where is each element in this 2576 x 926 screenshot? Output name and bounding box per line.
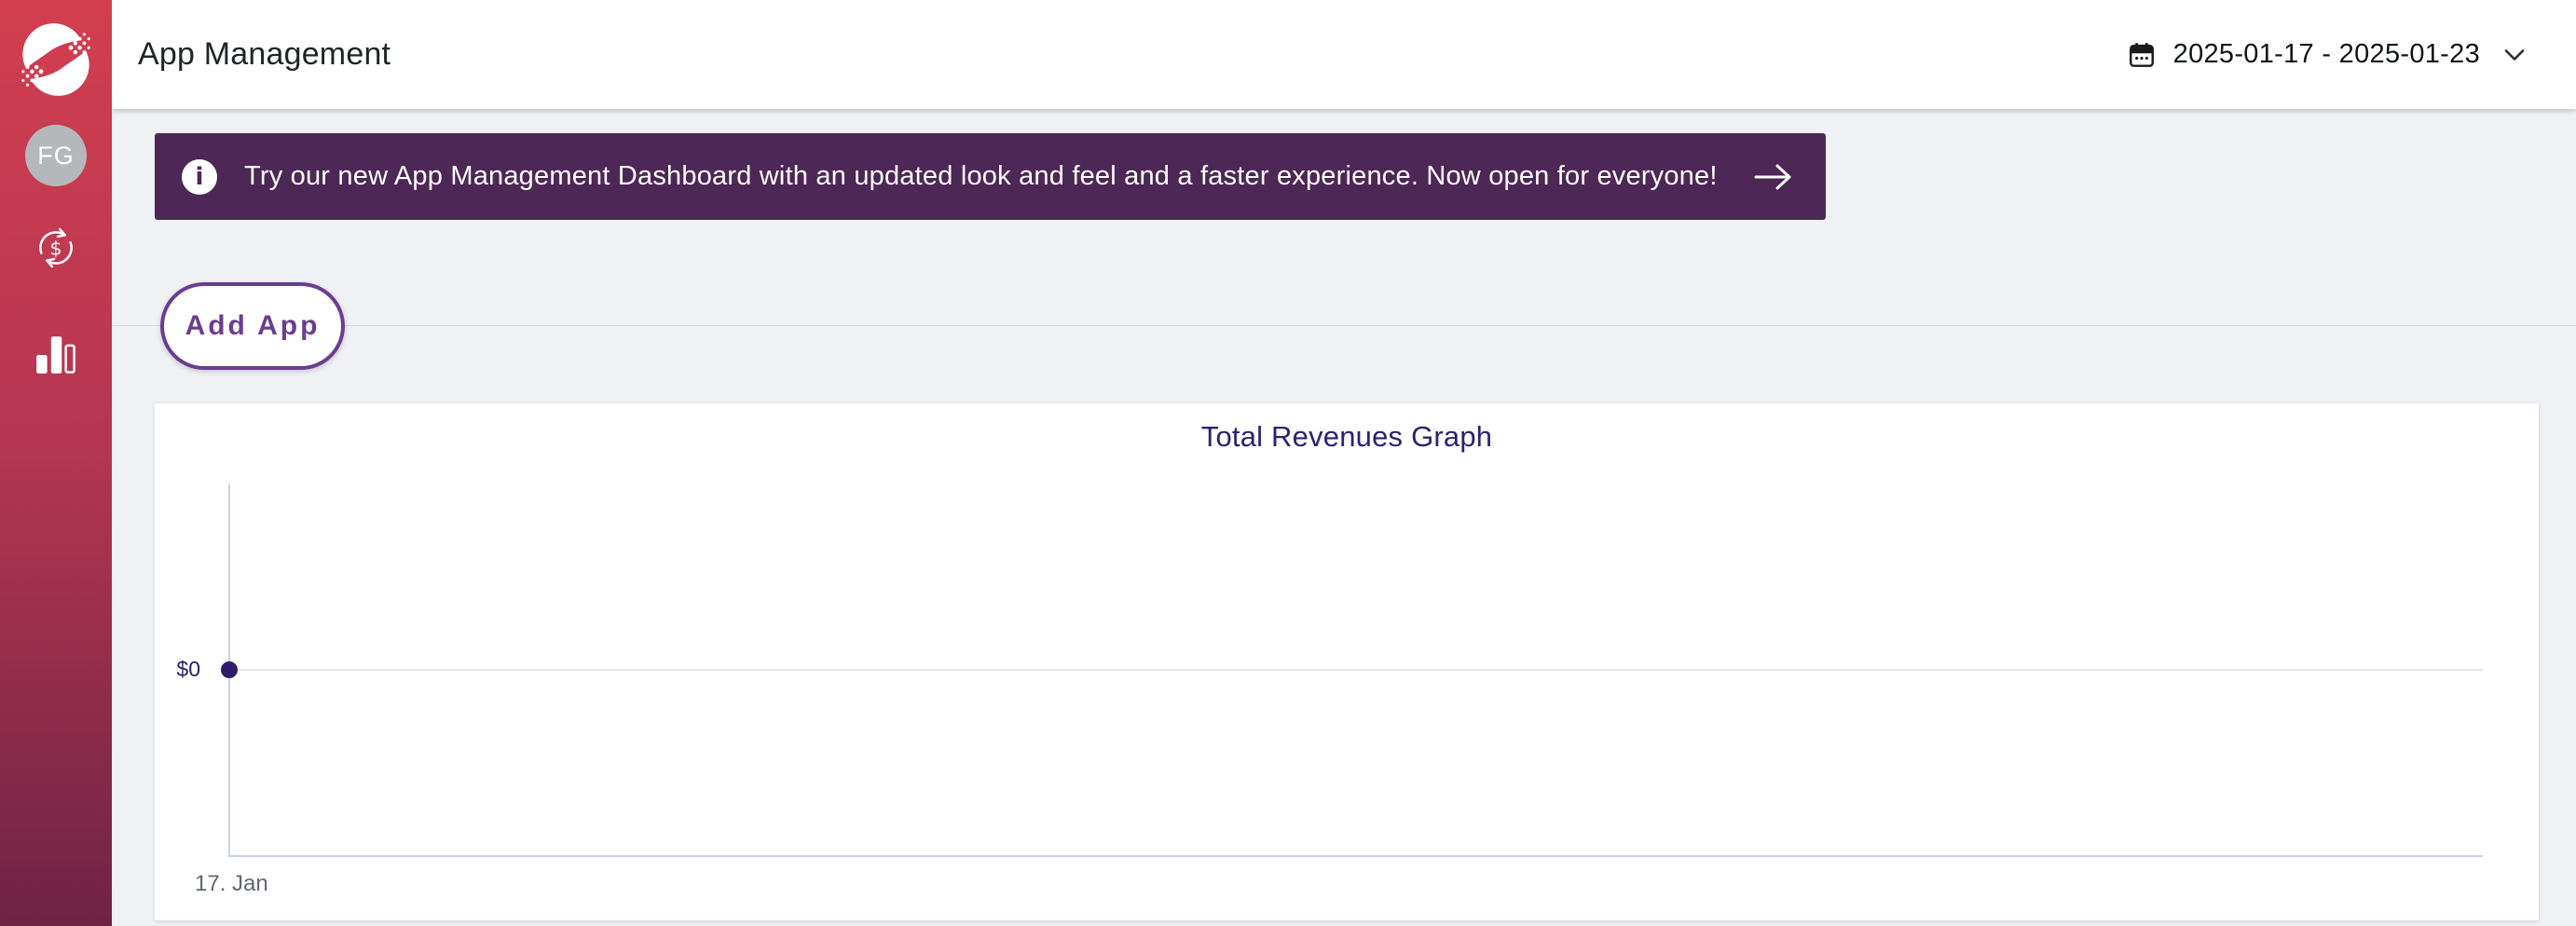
sidebar-item-analytics[interactable] <box>0 313 112 399</box>
page-title: App Management <box>138 36 391 72</box>
announcement-banner[interactable]: i Try our new App Management Dashboard w… <box>155 133 1826 220</box>
date-range-picker[interactable]: 2025-01-17 - 2025-01-23 <box>2127 39 2525 71</box>
sidebar-nav: $ <box>0 186 112 399</box>
info-glyph: i <box>195 162 204 191</box>
avatar-initials: FG <box>37 141 75 170</box>
app-logo[interactable] <box>19 22 93 97</box>
info-icon: i <box>182 158 217 195</box>
chart-x-tick-label: 17. Jan <box>195 871 268 896</box>
chart-title: Total Revenues Graph <box>1200 420 1493 453</box>
chart-x-axis <box>228 855 2483 857</box>
date-range-value: 2025-01-17 - 2025-01-23 <box>2172 39 2480 69</box>
chart-y-tick-label: $0 <box>176 657 200 681</box>
calendar-icon <box>2127 39 2157 71</box>
revenue-chart-card: Total Revenues Graph $0 17. Jan <box>155 403 2539 920</box>
chevron-down-icon <box>2504 48 2525 61</box>
chart-data-point[interactable] <box>221 661 238 678</box>
add-app-button[interactable]: Add App <box>160 282 345 370</box>
dollar-sync-icon: $ <box>33 225 79 276</box>
section-divider <box>112 325 2576 326</box>
avatar[interactable]: FG <box>25 125 87 186</box>
header: App Management 2025-01-17 - 2025-01-23 <box>112 0 2576 109</box>
banner-message: Try our new App Management Dashboard wit… <box>244 161 1718 191</box>
sidebar: FG $ <box>0 0 112 926</box>
sidebar-item-revenue[interactable]: $ <box>0 207 112 293</box>
arrow-right-icon <box>1752 162 1795 192</box>
swirl-logo-icon <box>19 23 93 101</box>
svg-text:$: $ <box>49 237 62 259</box>
bar-chart-icon <box>33 331 79 382</box>
chart-gridline-zero <box>229 669 2483 671</box>
